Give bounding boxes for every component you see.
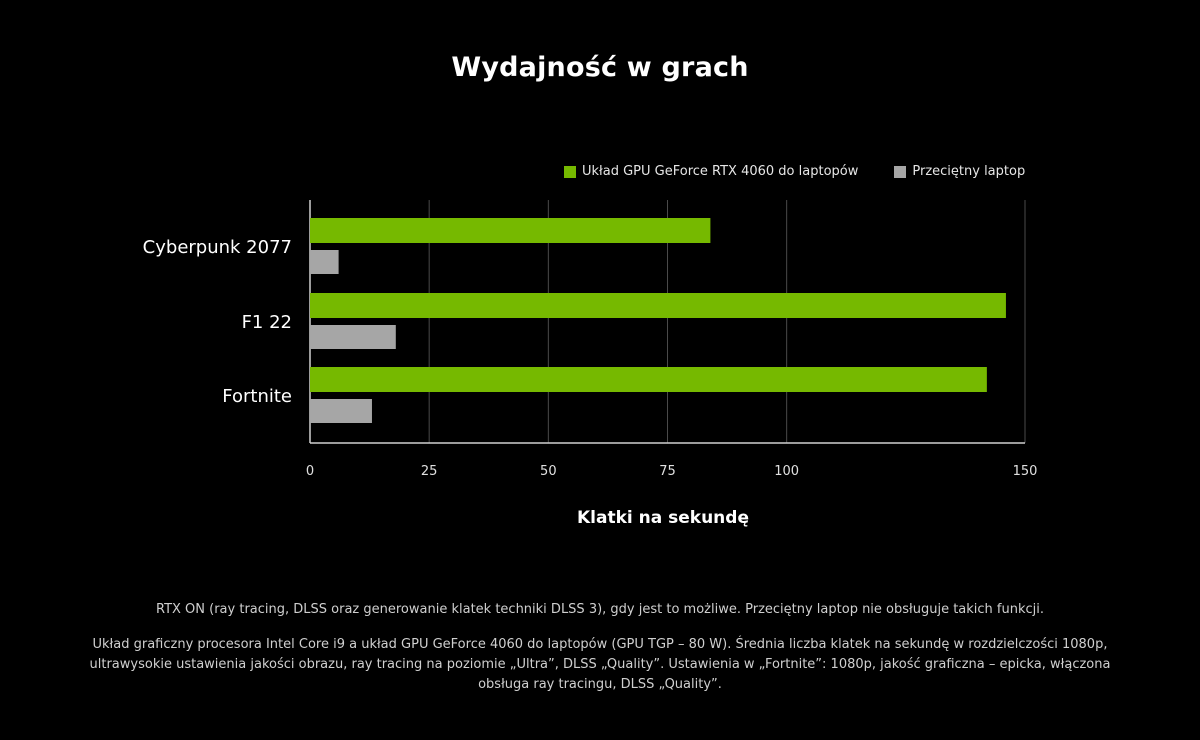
legend-label-average-laptop: Przeciętny laptop: [912, 164, 1026, 179]
legend-item-average-laptop: Przeciętny laptop: [894, 164, 1025, 179]
bar-chart: 0 25 50 75 100 150 Cyberpunk 2077 F1 22 Fortnite…: [143, 200, 1038, 528]
footnotes: RTX ON (ray tracing, DLSS oraz generowan…: [80, 600, 1120, 695]
x-axis-title: Klatki na sekundę: [577, 508, 749, 528]
x-tick-label-50: 50: [540, 464, 557, 479]
bar-fortnite-series-0: [310, 367, 987, 392]
bar-f1-22-series-0: [310, 293, 1006, 318]
x-tick-label-0: 0: [306, 464, 314, 479]
category-label-fortnite: Fortnite: [222, 386, 292, 407]
chart-title: Wydajność w grach: [451, 52, 749, 83]
footnote-test-config: Układ graficzny procesora Intel Core i9 …: [89, 637, 1111, 692]
x-tick-label-150: 150: [1013, 464, 1038, 479]
bar-cyberpunk-2077-series-1: [310, 250, 339, 274]
bar-cyberpunk-2077-series-0: [310, 218, 711, 243]
bar-fortnite-series-1: [310, 399, 372, 423]
legend-item-rtx4060: Układ GPU GeForce RTX 4060 do laptopów: [564, 164, 858, 179]
legend: Układ GPU GeForce RTX 4060 do laptopów P…: [564, 164, 1025, 179]
category-label-f1-22: F1 22: [242, 312, 292, 333]
category-label-cyberpunk-2077: Cyberpunk 2077: [143, 237, 292, 258]
footnote-rtx-on: RTX ON (ray tracing, DLSS oraz generowan…: [155, 602, 1045, 617]
legend-swatch-rtx4060: [564, 165, 576, 178]
x-tick-label-100: 100: [774, 464, 799, 479]
x-tick-label-25: 25: [421, 464, 438, 479]
legend-label-rtx4060: Układ GPU GeForce RTX 4060 do laptopów: [582, 164, 859, 179]
legend-swatch-average-laptop: [894, 165, 907, 178]
x-tick-label-75: 75: [659, 464, 676, 479]
bar-f1-22-series-1: [310, 325, 396, 349]
